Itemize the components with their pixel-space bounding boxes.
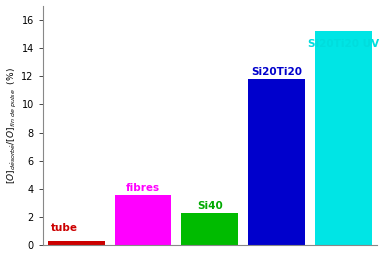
Text: tube: tube <box>51 223 78 233</box>
Bar <box>182 213 238 245</box>
Y-axis label: $[O]_{d\acute{e}sorb\acute{e}}/[O]_{fin\ de\ pulse}$  (%): $[O]_{d\acute{e}sorb\acute{e}}/[O]_{fin\… <box>5 67 19 184</box>
Bar <box>115 195 171 245</box>
Bar <box>48 241 105 245</box>
Text: Si40: Si40 <box>197 201 223 211</box>
Text: fibres: fibres <box>126 182 160 192</box>
Text: Si20Ti20: Si20Ti20 <box>251 67 302 77</box>
Bar <box>248 79 305 245</box>
Text: Si20Ti20 UV: Si20Ti20 UV <box>308 39 379 49</box>
Bar <box>315 31 372 245</box>
